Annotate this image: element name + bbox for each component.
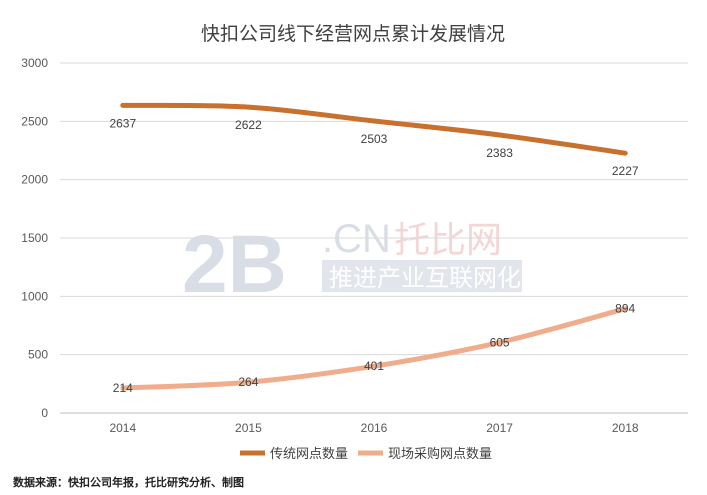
x-axis: 2014 2015 2016 2017 2018: [109, 421, 638, 435]
data-label: 2227: [612, 164, 639, 178]
x-tick-label: 2015: [235, 421, 262, 435]
x-tick-label: 2014: [109, 421, 136, 435]
data-label: 401: [364, 359, 384, 373]
y-tick-label: 1000: [21, 289, 48, 303]
watermark-brand: 托比网: [394, 220, 502, 261]
y-tick-label: 0: [41, 406, 48, 420]
y-tick-label: 1500: [21, 231, 48, 245]
watermark: 2B .CN 托比网 推进产业互联网化: [182, 217, 522, 310]
chart-title: 快扣公司线下经营网点累计发展情况: [201, 23, 505, 45]
data-label: 2503: [361, 132, 388, 146]
y-tick-label: 2000: [21, 173, 48, 187]
x-tick-label: 2017: [486, 421, 513, 435]
data-label: 2622: [235, 118, 262, 132]
y-tick-label: 3000: [21, 56, 48, 70]
source-note: 数据来源：快扣公司年报，托比研究分析、制图: [13, 475, 244, 489]
watermark-logo-2b: 2B: [182, 219, 287, 310]
data-label: 2383: [486, 146, 513, 160]
y-axis: 0 500 1000 1500 2000 2500 3000: [21, 56, 48, 420]
watermark-slogan: 推进产业互联网化: [329, 264, 521, 292]
data-label: 605: [490, 335, 510, 349]
grid: [60, 62, 688, 414]
watermark-slogan-background: [322, 260, 522, 292]
y-tick-label: 2500: [21, 114, 48, 128]
legend-label-traditional: 传统网点数量: [270, 447, 348, 462]
data-label: 214: [113, 381, 133, 395]
y-tick-label: 500: [28, 348, 48, 362]
legend-label-onsite: 现场采购网点数量: [388, 446, 492, 462]
data-label: 264: [238, 375, 258, 389]
series-line-onsite: [120, 306, 628, 391]
x-tick-label: 2016: [361, 421, 388, 435]
series-lines: [120, 102, 628, 391]
watermark-logo-cn: .CN: [322, 217, 391, 261]
data-labels: 2637 2622 2503 2383 2227 214 264 401 605 894: [109, 116, 638, 395]
legend: 传统网点数量 现场采购网点数量: [240, 446, 492, 462]
x-tick-label: 2018: [612, 421, 639, 435]
data-label: 2637: [109, 116, 136, 130]
series-line-traditional: [120, 102, 628, 156]
data-label: 894: [615, 302, 635, 316]
